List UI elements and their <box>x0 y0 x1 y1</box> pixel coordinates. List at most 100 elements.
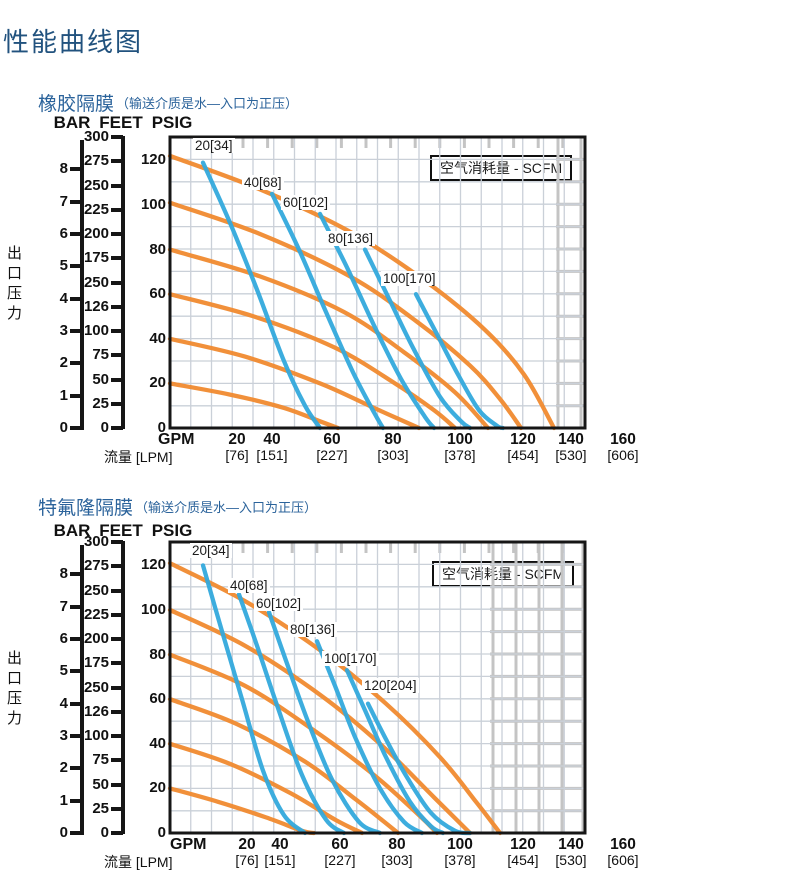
feet-axis-tick <box>111 135 123 139</box>
x-axis-tick-lpm: [151] <box>256 447 288 463</box>
bar-tick-label: 0 <box>59 824 68 841</box>
air-curve-label: 120[204] <box>362 678 419 693</box>
axis-header-feet: FEET <box>99 113 143 132</box>
feet-axis-tick <box>111 426 123 430</box>
feet-tick-label: 300 <box>83 128 109 145</box>
air-curve-label: 40[68] <box>242 175 284 190</box>
feet-tick-label: 300 <box>83 533 109 550</box>
feet-tick-label: 250 <box>83 581 109 599</box>
air-curve-label: 20[34] <box>190 543 232 558</box>
air-consumption-curve <box>362 247 473 431</box>
bar-tick-label: 3 <box>59 321 68 339</box>
feet-axis-tick <box>111 782 123 787</box>
bar-tick-label: 2 <box>59 759 68 777</box>
bar-axis-tick <box>70 733 82 738</box>
feet-tick-label: 250 <box>83 273 109 291</box>
pressure-curve <box>167 741 365 836</box>
x-axis-unit-flow: 流量 [LPM] <box>104 854 173 870</box>
feet-axis-tick <box>111 353 123 358</box>
psig-tick-label: 40 <box>149 329 166 347</box>
plot-border <box>168 540 587 835</box>
air-consumption-curve <box>236 592 347 836</box>
axis-header-feet: FEET <box>99 521 143 540</box>
air-consumption-curve <box>344 668 446 836</box>
pressure-curve <box>167 292 458 431</box>
air-consumption-curve <box>269 191 386 431</box>
feet-axis-tick <box>111 734 123 738</box>
bar-axis-tick <box>70 296 82 301</box>
feet-tick-label: 0 <box>100 419 109 436</box>
axis-header-psig: PSIG <box>151 113 193 132</box>
feet-tick-label: 275 <box>83 557 109 575</box>
air-consumption-curve <box>413 292 506 431</box>
air-curve-label: 80[136] <box>288 622 338 637</box>
feet-tick-label: 75 <box>92 751 109 769</box>
bar-axis-tick <box>70 199 82 204</box>
feet-tick-label: 25 <box>92 799 109 817</box>
feet-axis-tick <box>111 806 123 811</box>
air-consumption-curve <box>200 563 308 836</box>
psig-tick-label: 80 <box>149 645 166 663</box>
chart-subtitle: 橡胶隔膜 <box>38 94 115 115</box>
feet-axis-tick <box>111 329 123 333</box>
x-axis-tick-lpm: [227] <box>324 852 356 868</box>
feet-axis-line <box>121 541 125 834</box>
feet-tick-label: 200 <box>83 225 109 242</box>
bar-tick-label: 3 <box>59 726 68 744</box>
page-title: 性能曲线图 <box>3 27 144 57</box>
air-curve-label: 100[170] <box>381 271 438 286</box>
x-axis-tick-lpm: [378] <box>444 447 476 463</box>
feet-tick-label: 126 <box>83 297 109 315</box>
pressure-curve <box>167 381 341 431</box>
x-axis-tick-lpm: [303] <box>377 447 409 463</box>
bar-tick-label: 1 <box>59 386 68 404</box>
pressure-curve <box>167 336 422 431</box>
x-axis-tick-lpm: [530] <box>555 852 587 868</box>
bar-tick-label: 7 <box>59 192 68 210</box>
x-axis-tick-gpm: 100 <box>447 836 473 853</box>
axis-header-bar: BAR <box>53 521 91 540</box>
air-consumption-curve <box>200 160 323 431</box>
feet-tick-label: 126 <box>83 702 109 720</box>
feet-tick-label: 225 <box>83 200 109 218</box>
bar-axis-tick <box>70 669 82 674</box>
x-axis-tick-gpm: 40 <box>271 836 289 853</box>
x-axis-tick-lpm: [227] <box>316 447 348 463</box>
legend-box: 空气消耗量 - SCFM <box>430 155 573 181</box>
feet-axis-tick <box>111 232 123 236</box>
air-curve-label: 80[136] <box>326 231 376 246</box>
bar-axis-tick <box>70 426 82 430</box>
bar-axis-tick <box>70 701 82 706</box>
feet-axis-tick <box>111 304 123 309</box>
bar-tick-label: 8 <box>59 565 68 583</box>
chart-subtitle-row: 特氟隆隔膜 （输送介质是水—入口为正压） <box>38 493 317 520</box>
pressure-curve <box>167 786 317 836</box>
psig-tick-label: 100 <box>140 196 166 213</box>
feet-axis-tick <box>111 540 123 544</box>
x-axis-tick-lpm: [454] <box>507 447 539 463</box>
x-axis-tick-gpm: 20 <box>238 836 256 853</box>
outlet-pressure-label: 出口压力 <box>5 245 22 325</box>
bar-axis-tick <box>70 167 82 172</box>
bar-tick-label: 4 <box>59 289 68 307</box>
axis-header-bar: BAR <box>53 113 91 132</box>
feet-tick-label: 0 <box>100 824 109 841</box>
feet-tick-label: 100 <box>83 322 109 339</box>
psig-tick-label: 20 <box>149 779 166 797</box>
x-axis-tick-lpm: [303] <box>381 852 413 868</box>
pressure-curve <box>167 247 491 431</box>
psig-tick-label: 20 <box>149 374 166 392</box>
air-curve-label: 60[102] <box>281 195 331 210</box>
feet-tick-label: 200 <box>83 630 109 647</box>
bar-axis-tick <box>70 264 82 269</box>
bar-axis-tick <box>70 831 82 835</box>
legend-label: 空气消耗量 - SCFM <box>440 160 563 176</box>
air-consumption-curve <box>365 701 473 836</box>
psig-tick-label: 120 <box>140 151 166 169</box>
bar-axis-tick <box>70 604 82 609</box>
feet-axis-tick <box>111 709 123 714</box>
bar-tick-label: 6 <box>59 224 68 242</box>
x-axis-tick-lpm: [151] <box>264 852 296 868</box>
